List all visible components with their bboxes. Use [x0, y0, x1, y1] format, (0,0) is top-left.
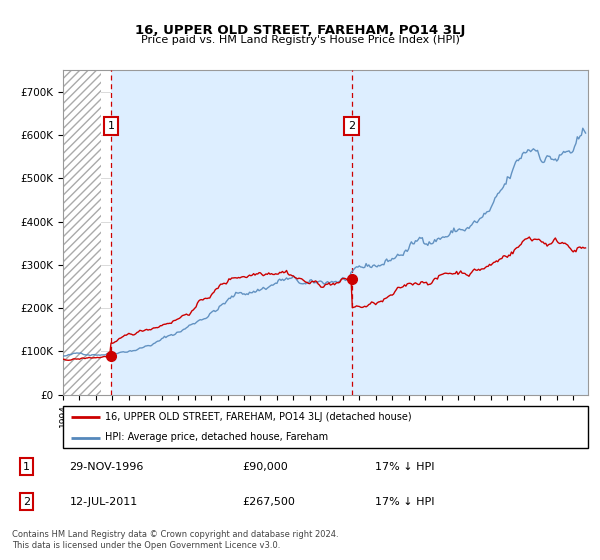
Text: 16, UPPER OLD STREET, FAREHAM, PO14 3LJ (detached house): 16, UPPER OLD STREET, FAREHAM, PO14 3LJ …	[105, 412, 412, 422]
Text: 1: 1	[107, 122, 115, 131]
Bar	[63, 70, 101, 395]
Text: 29-NOV-1996: 29-NOV-1996	[70, 462, 144, 472]
Text: 17% ↓ HPI: 17% ↓ HPI	[375, 462, 434, 472]
Text: 17% ↓ HPI: 17% ↓ HPI	[375, 497, 434, 507]
Text: 16, UPPER OLD STREET, FAREHAM, PO14 3LJ: 16, UPPER OLD STREET, FAREHAM, PO14 3LJ	[135, 24, 465, 36]
Text: £267,500: £267,500	[242, 497, 295, 507]
Text: £90,000: £90,000	[242, 462, 288, 472]
Text: 12-JUL-2011: 12-JUL-2011	[70, 497, 138, 507]
Text: Price paid vs. HM Land Registry's House Price Index (HPI): Price paid vs. HM Land Registry's House …	[140, 35, 460, 45]
Text: HPI: Average price, detached house, Fareham: HPI: Average price, detached house, Fare…	[105, 432, 328, 442]
Text: Contains HM Land Registry data © Crown copyright and database right 2024.
This d: Contains HM Land Registry data © Crown c…	[12, 530, 338, 550]
Bar	[111, 70, 591, 395]
Text: 2: 2	[348, 122, 355, 131]
Text: 1: 1	[23, 462, 30, 472]
Text: 2: 2	[23, 497, 30, 507]
